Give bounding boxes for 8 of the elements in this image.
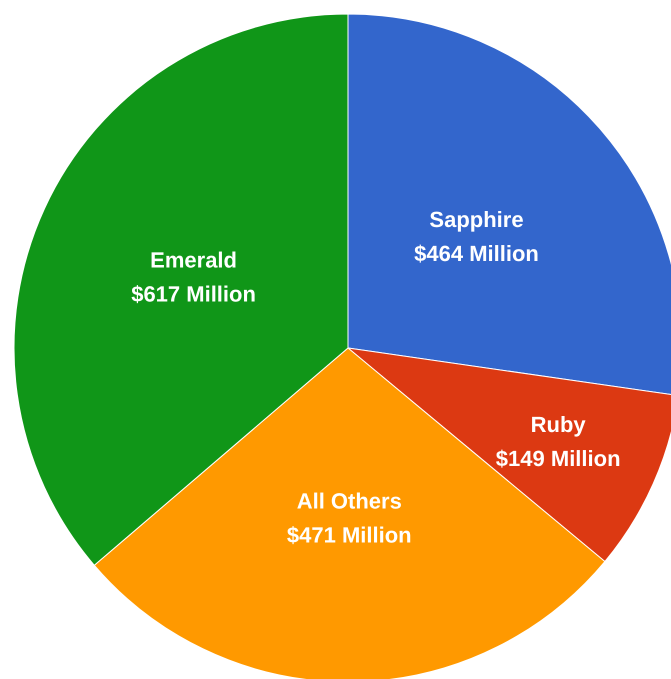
slice-label: Ruby	[530, 412, 586, 437]
slice-label: Emerald	[150, 247, 237, 272]
slice-label: Sapphire	[429, 207, 524, 232]
data-label: $471 Million	[286, 522, 412, 548]
slice-label: All Others	[296, 488, 402, 514]
data-label: $464 Million	[414, 241, 539, 266]
data-label: $149 Million	[496, 446, 621, 471]
data-label: $617 Million	[131, 281, 256, 306]
